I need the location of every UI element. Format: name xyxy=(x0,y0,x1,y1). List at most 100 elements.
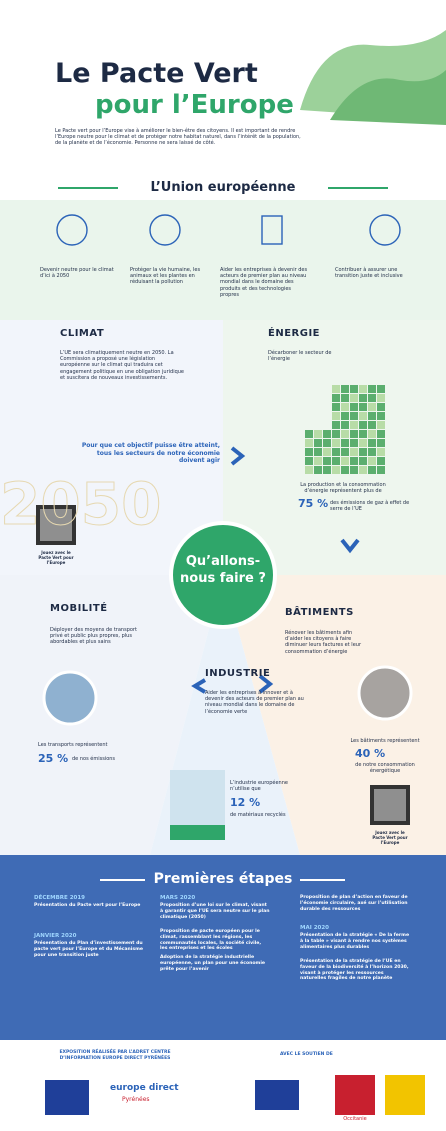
step-item: Présentation du Plan d’investissement du… xyxy=(34,941,144,958)
stat-text: des émissions de gaz à effet de serre de… xyxy=(330,500,410,512)
grid-cell xyxy=(359,403,367,411)
grid-cell xyxy=(332,421,340,429)
grid-cell xyxy=(305,457,313,465)
stat-text: de notre consommation énergétique xyxy=(350,762,420,774)
credit: EXPOSITION RÉALISÉE PAR L’ADRET CENTRE D… xyxy=(40,1050,190,1062)
grid-cell xyxy=(377,394,385,402)
grid-cell xyxy=(332,457,340,465)
grid-cell xyxy=(341,457,349,465)
grid-cell xyxy=(368,403,376,411)
grid-cell xyxy=(359,394,367,402)
grid-cell xyxy=(377,385,385,393)
grid-cell xyxy=(368,448,376,456)
eu-logo xyxy=(255,1080,299,1110)
grid-cell xyxy=(377,448,385,456)
step-item: Proposition de plan d’action en faveur d… xyxy=(300,895,410,912)
occitanie-logo xyxy=(335,1075,375,1115)
qr-code xyxy=(374,789,406,821)
qr-caption: Jouez avec le Pacte Vert pour l’Europe xyxy=(36,550,76,565)
qr-caption: Jouez avec le Pacte Vert pour l’Europe xyxy=(370,830,410,845)
grid-cell xyxy=(368,439,376,447)
grid-cell xyxy=(350,421,358,429)
stat-text: L’industrie européenne n’utilise que xyxy=(230,780,305,792)
grid-cell xyxy=(332,430,340,438)
heading: INDUSTRIE xyxy=(205,668,270,679)
step-item: Présentation de la stratégie « De la fer… xyxy=(300,933,410,950)
text: Déployer des moyens de transport privé e… xyxy=(50,627,140,646)
grid-cell xyxy=(341,403,349,411)
step-item: Présentation du Pacte vert pour l’Europe xyxy=(34,903,144,909)
grid-cell xyxy=(332,466,340,474)
grid-cell xyxy=(350,412,358,420)
stat-text: de nos émissions xyxy=(72,756,132,762)
stat-text: de matériaux recyclés xyxy=(230,812,310,818)
goal: Protéger la vie humaine, les animaux et … xyxy=(130,267,210,286)
grid-cell xyxy=(332,403,340,411)
stat-text: La production et la consommation d’énerg… xyxy=(288,482,398,494)
grid-cell xyxy=(350,430,358,438)
grid-cell xyxy=(368,466,376,474)
grid-cell xyxy=(350,394,358,402)
section-title: Premières étapes xyxy=(0,871,446,887)
grid-cell xyxy=(341,430,349,438)
grid-cell xyxy=(359,457,367,465)
stat-text: Les transports représentent xyxy=(38,742,148,748)
center-text: Qu’allons-nous faire ? xyxy=(171,553,275,587)
grid-cell xyxy=(341,421,349,429)
grid-cell xyxy=(359,466,367,474)
grid-cell xyxy=(377,457,385,465)
grid-cell xyxy=(341,394,349,402)
grid-cell xyxy=(377,421,385,429)
page: Le Pacte Vert pour l'Europe { "header": … xyxy=(0,0,446,1131)
step-item: Proposition d’une loi sur le climat, vis… xyxy=(160,903,270,920)
grid-cell xyxy=(323,430,331,438)
section-title: L’Union européenne xyxy=(0,180,446,195)
grid-cell xyxy=(350,448,358,456)
center-line: nous faire ? xyxy=(180,571,266,586)
title: Le Pacte Vert xyxy=(55,58,258,89)
center-line: Qu’allons- xyxy=(186,554,260,569)
grid-cell xyxy=(341,412,349,420)
grid-cell xyxy=(368,430,376,438)
grid-cell xyxy=(314,466,322,474)
stat: 25 % xyxy=(38,752,68,765)
grid-cell xyxy=(305,466,313,474)
grid-cell xyxy=(323,448,331,456)
text: Aider les entreprises à innover et à dev… xyxy=(205,690,305,715)
photo-building xyxy=(359,667,411,719)
grid-cell xyxy=(341,385,349,393)
heading: CLIMAT xyxy=(60,328,104,339)
grid-cell xyxy=(359,448,367,456)
photo-bar xyxy=(170,825,225,840)
grid-cell xyxy=(368,394,376,402)
stat: 75 % xyxy=(298,497,328,510)
region-logo xyxy=(385,1075,425,1115)
logo-text: Pyrénées xyxy=(122,1096,150,1103)
grid-cell xyxy=(305,439,313,447)
grid-cell xyxy=(377,430,385,438)
grid-cell xyxy=(377,403,385,411)
eu-logo xyxy=(45,1080,89,1115)
grid-cell xyxy=(359,412,367,420)
stat: 40 % xyxy=(355,747,385,760)
title: pour l’Europe xyxy=(95,90,294,120)
grid-cell xyxy=(332,412,340,420)
heading: BÂTIMENTS xyxy=(285,607,354,618)
text: Décarboner le secteur de l’énergie xyxy=(268,350,348,362)
grid-cell xyxy=(350,466,358,474)
grid-cell xyxy=(341,439,349,447)
step-item: Adoption de la stratégie industrielle eu… xyxy=(160,955,270,972)
step-date: MAI 2020 xyxy=(300,925,329,931)
grid-cell xyxy=(305,430,313,438)
grid-cell xyxy=(350,457,358,465)
goal: Contribuer à assurer une transition just… xyxy=(335,267,415,279)
step-date: JANVIER 2020 xyxy=(34,933,76,939)
support: AVEC LE SOUTIEN DE xyxy=(280,1052,333,1057)
stat-text: Les bâtiments représentent xyxy=(340,738,430,744)
grid-cell xyxy=(350,439,358,447)
grid-cell xyxy=(305,448,313,456)
grid-cell xyxy=(377,466,385,474)
grid-cell xyxy=(314,430,322,438)
heading: MOBILITÉ xyxy=(50,603,108,614)
grid-cell xyxy=(350,403,358,411)
